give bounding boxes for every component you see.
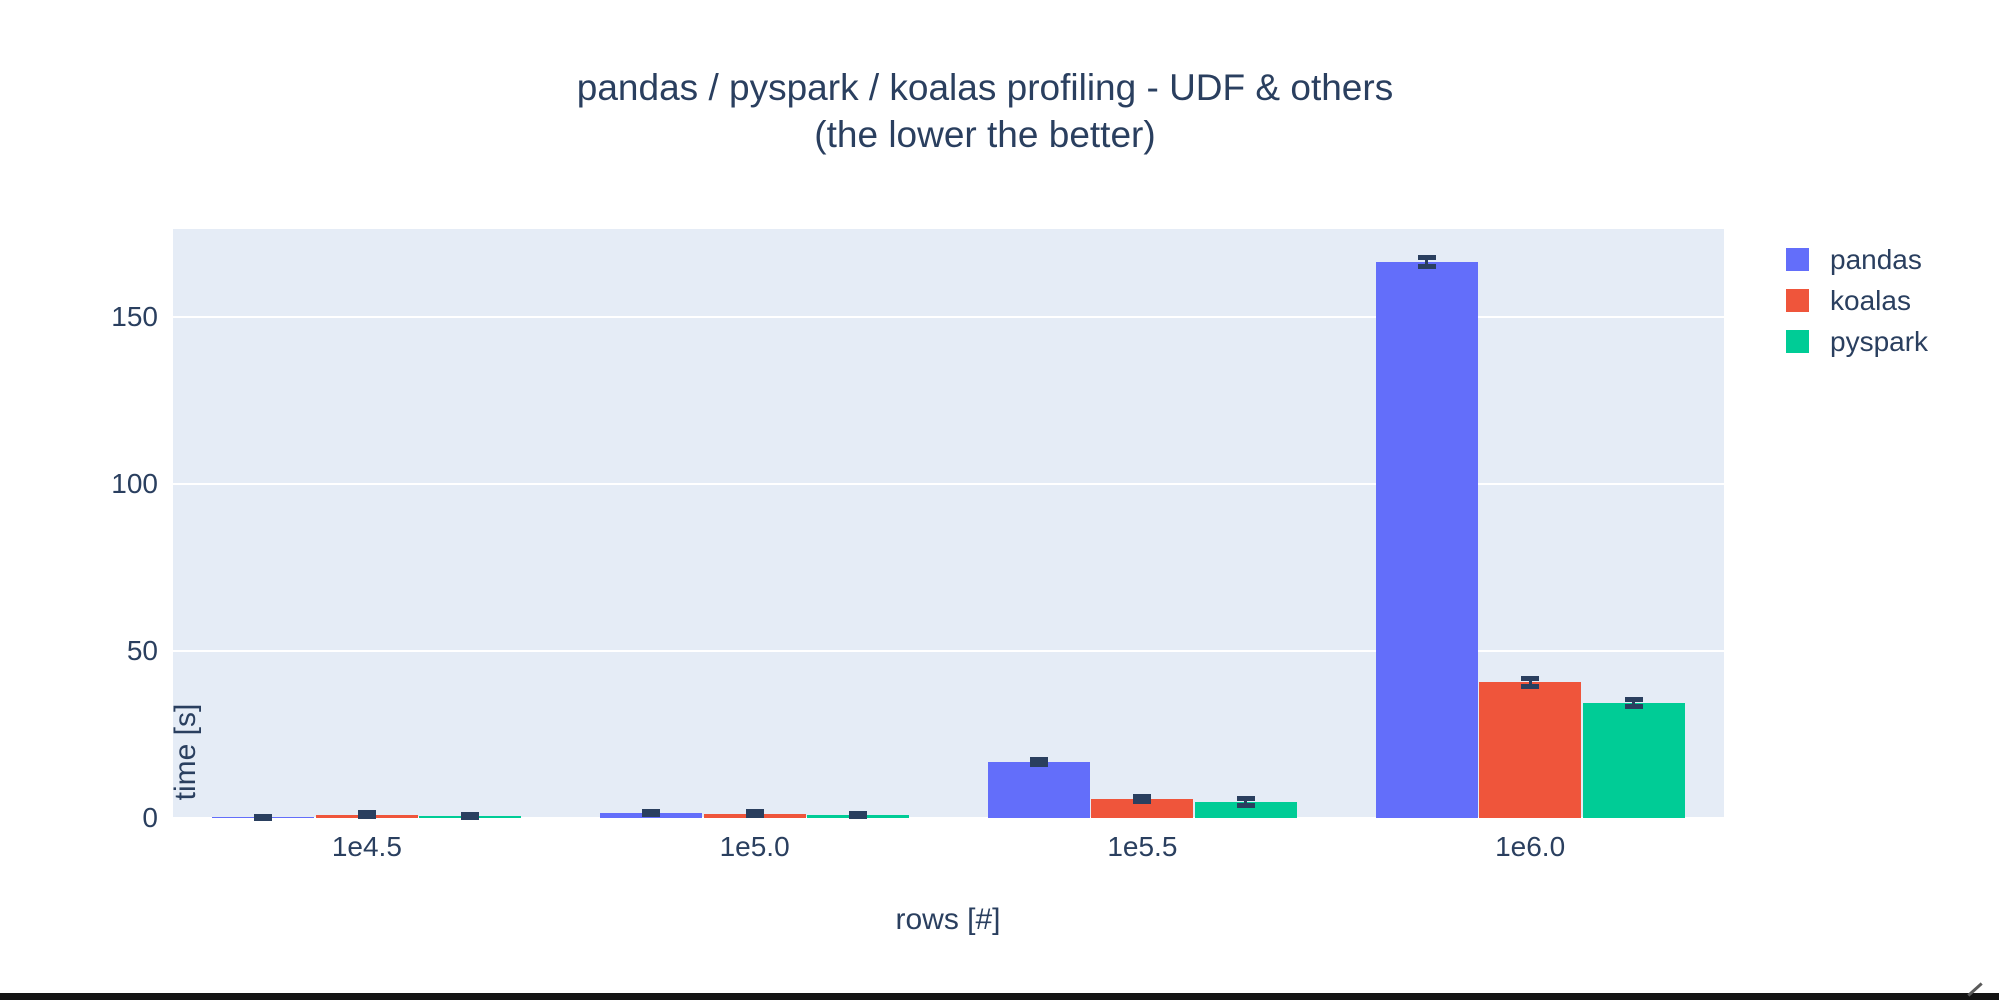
error-bar-koalas-1e6.0 bbox=[1528, 678, 1532, 687]
chart-title-line2: (the lower the better) bbox=[814, 114, 1156, 155]
x-tick-label-1e6.0: 1e6.0 bbox=[1495, 831, 1566, 862]
legend-swatch-pyspark bbox=[1786, 330, 1809, 353]
error-cap-top-pyspark-1e4.5 bbox=[461, 812, 480, 818]
bar-koalas-1e5.5[interactable] bbox=[1091, 798, 1194, 818]
error-cap-bottom-pyspark-1e5.0 bbox=[849, 814, 868, 820]
y-tick-label-0: 0 bbox=[142, 802, 158, 833]
x-axis-title: rows [#] bbox=[895, 903, 1001, 936]
error-cap-top-koalas-1e4.5 bbox=[357, 810, 376, 816]
chart-title-line1: pandas / pyspark / koalas profiling - UD… bbox=[576, 67, 1394, 108]
gridline-y-0 bbox=[173, 817, 1724, 819]
error-cap-top-koalas-1e5.5 bbox=[1133, 793, 1152, 799]
bar-pyspark-1e6.0[interactable] bbox=[1582, 703, 1685, 818]
x-tick-label-1e5.0: 1e5.0 bbox=[719, 831, 790, 862]
legend-label-pyspark: pyspark bbox=[1830, 326, 1929, 357]
chart-title: pandas / pyspark / koalas profiling - UD… bbox=[0, 64, 1970, 158]
plot-area[interactable]: time [s] bbox=[169, 229, 1724, 821]
error-cap-top-pandas-1e5.0 bbox=[642, 809, 661, 815]
error-cap-top-koalas-1e6.0 bbox=[1521, 675, 1540, 681]
error-cap-top-pyspark-1e5.0 bbox=[849, 810, 868, 816]
error-cap-bottom-pandas-1e5.0 bbox=[642, 812, 661, 818]
error-cap-top-pandas-1e6.0 bbox=[1417, 255, 1436, 261]
error-cap-bottom-pandas-1e5.5 bbox=[1029, 761, 1048, 767]
x-tick-label-1e4.5: 1e4.5 bbox=[331, 831, 402, 862]
error-cap-bottom-pandas-1e4.5 bbox=[254, 815, 273, 821]
gridline-y-50 bbox=[173, 650, 1724, 653]
error-cap-bottom-koalas-1e6.0 bbox=[1521, 683, 1540, 689]
error-cap-bottom-koalas-1e4.5 bbox=[357, 813, 376, 819]
error-cap-bottom-pyspark-1e4.5 bbox=[461, 814, 480, 820]
legend-swatch-koalas bbox=[1786, 289, 1809, 312]
error-cap-top-pandas-1e5.5 bbox=[1029, 757, 1048, 763]
legend-item-pandas[interactable]: pandas bbox=[1786, 246, 1946, 274]
y-tick-label-150: 150 bbox=[111, 301, 158, 333]
error-bar-koalas-1e5.5 bbox=[1140, 796, 1144, 802]
error-cap-bottom-koalas-1e5.5 bbox=[1133, 799, 1152, 805]
error-cap-bottom-pandas-1e6.0 bbox=[1417, 263, 1436, 269]
error-bar-pyspark-1e5.5 bbox=[1244, 798, 1248, 806]
gridline-y-150 bbox=[173, 316, 1724, 319]
error-bar-pyspark-1e6.0 bbox=[1632, 699, 1636, 707]
bar-pandas-1e5.5[interactable] bbox=[987, 761, 1090, 818]
error-bar-pandas-1e6.0 bbox=[1425, 257, 1429, 267]
bar-koalas-1e6.0[interactable] bbox=[1479, 682, 1582, 818]
y-tick-label-100: 100 bbox=[111, 468, 158, 500]
legend-item-pyspark[interactable]: pyspark bbox=[1786, 328, 1946, 356]
error-cap-top-koalas-1e5.0 bbox=[745, 809, 764, 815]
error-cap-bottom-pyspark-1e6.0 bbox=[1624, 703, 1643, 709]
bar-pyspark-1e5.5[interactable] bbox=[1194, 801, 1297, 818]
gridline-y-100 bbox=[173, 483, 1724, 486]
error-cap-top-pyspark-1e6.0 bbox=[1624, 697, 1643, 703]
y-axis-title: time [s] bbox=[169, 703, 202, 801]
error-cap-bottom-pyspark-1e5.5 bbox=[1236, 802, 1255, 808]
bar-pandas-1e6.0[interactable] bbox=[1375, 262, 1478, 818]
error-cap-top-pyspark-1e5.5 bbox=[1236, 796, 1255, 802]
legend-label-pandas: pandas bbox=[1830, 244, 1922, 275]
x-tick-label-1e5.5: 1e5.5 bbox=[1107, 831, 1178, 862]
legend-label-koalas: koalas bbox=[1830, 285, 1911, 316]
window-bottom-border bbox=[0, 993, 1999, 1000]
error-cap-bottom-koalas-1e5.0 bbox=[745, 812, 764, 818]
legend-swatch-pandas bbox=[1786, 248, 1809, 271]
y-tick-label-50: 50 bbox=[126, 635, 158, 667]
legend-item-koalas[interactable]: koalas bbox=[1786, 287, 1946, 315]
